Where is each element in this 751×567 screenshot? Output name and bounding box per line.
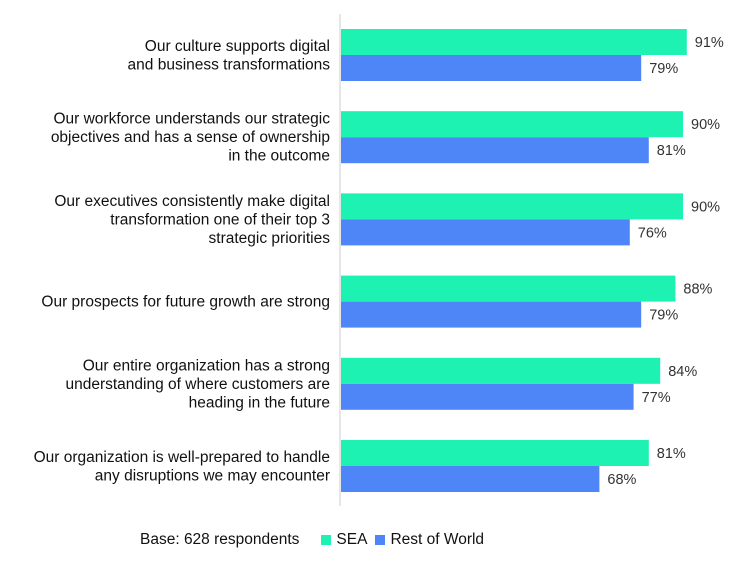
value-label-sea: 90% — [691, 117, 720, 133]
category-label-line: strategic priorities — [209, 230, 331, 247]
category-label-line: any disruptions we may encounter — [95, 467, 330, 484]
value-label-sea: 88% — [683, 282, 712, 298]
category-label-line: Our prospects for future growth are stro… — [41, 294, 330, 311]
bar-rest-of-world — [341, 137, 649, 164]
legend-item-rest-of-world: Rest of World — [375, 531, 484, 549]
value-label-rest-of-world: 68% — [607, 472, 636, 488]
legend-label-rest-of-world: Rest of World — [390, 531, 485, 548]
category-label-line: Our executives consistently make digital — [54, 193, 330, 210]
category-label: Our executives consistently make digital… — [54, 193, 330, 247]
category-label-line: in the outcome — [228, 148, 330, 165]
category-label-line: Our workforce understands our strategic — [53, 111, 330, 128]
legend: Base: 628 respondents SEA Rest of World — [140, 529, 492, 551]
bar-sea — [341, 29, 687, 55]
category-label: Our organization is well-prepared to han… — [34, 449, 330, 485]
bar-sea — [341, 275, 676, 302]
legend-swatch-rest-of-world — [375, 535, 386, 545]
bar-chart: Our culture supports digital and business… — [34, 14, 724, 506]
legend-swatch-sea — [321, 535, 332, 545]
value-label-sea: 91% — [695, 35, 724, 51]
category-label: Our entire organization has a strong unde… — [65, 357, 330, 411]
bar-rest-of-world — [341, 301, 642, 328]
category-label-line: Our entire organization has a strong — [83, 357, 330, 374]
category-label-line: transformation one of their top 3 — [110, 211, 330, 228]
category-label-line: objectives and has a sense of ownership — [51, 129, 330, 146]
bar-rest-of-world — [341, 383, 634, 410]
value-label-rest-of-world: 79% — [649, 61, 678, 77]
bar-rest-of-world — [341, 55, 642, 81]
category-label-line: and business transformations — [128, 56, 331, 73]
bar-sea — [341, 357, 661, 384]
value-label-sea: 90% — [691, 199, 720, 215]
bar-sea — [341, 440, 649, 466]
bar-rest-of-world — [341, 219, 630, 246]
bar-rest-of-world — [341, 466, 600, 492]
legend-label-sea: SEA — [336, 531, 368, 548]
base-note: Base: 628 respondents — [140, 531, 300, 548]
bar-sea — [341, 111, 683, 138]
value-label-rest-of-world: 77% — [642, 390, 671, 406]
bar-sea — [341, 193, 683, 220]
category-label-line: Our culture supports digital — [145, 38, 330, 55]
value-label-rest-of-world: 76% — [638, 225, 667, 241]
value-label-rest-of-world: 79% — [649, 308, 678, 324]
value-label-sea: 84% — [668, 364, 697, 380]
category-label-line: Our organization is well-prepared to han… — [34, 449, 330, 466]
value-label-rest-of-world: 81% — [657, 143, 686, 159]
category-label: Our workforce understands our strategic o… — [51, 111, 330, 165]
legend-item-sea: SEA — [321, 531, 367, 549]
category-label: Our culture supports digital and business… — [128, 38, 331, 74]
category-label-line: heading in the future — [189, 394, 330, 411]
value-label-sea: 81% — [657, 446, 686, 462]
category-label: Our prospects for future growth are stro… — [41, 294, 330, 311]
category-label-line: understanding of where customers are — [65, 376, 330, 393]
